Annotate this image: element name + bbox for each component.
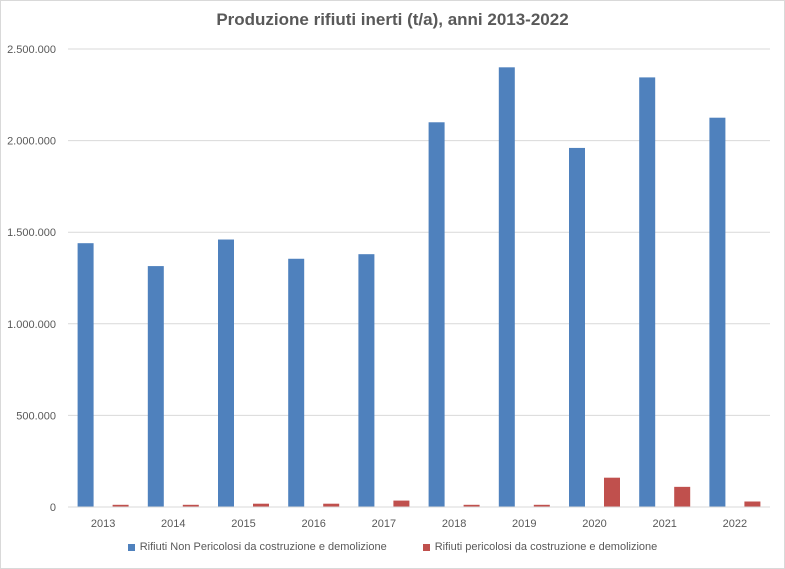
chart-title: Produzione rifiuti inerti (t/a), anni 20… — [216, 10, 569, 29]
legend-label: Rifiuti Non Pericolosi da costruzione e … — [139, 541, 387, 553]
bar-pericolosi-2019 — [533, 504, 550, 507]
bar-non-pericolosi-2013 — [77, 243, 94, 507]
x-tick-label: 2014 — [161, 518, 185, 530]
bar-non-pericolosi-2022 — [709, 117, 726, 507]
y-tick-label: 1.000.000 — [7, 319, 56, 331]
bar-pericolosi-2015 — [253, 503, 269, 507]
x-tick-label: 2015 — [231, 518, 255, 530]
grid-lines — [68, 48, 770, 416]
legend: Rifiuti Non Pericolosi da costruzione e … — [0, 541, 785, 553]
bar-pericolosi-2014 — [182, 504, 199, 507]
y-tick-label: 0 — [50, 502, 56, 514]
bar-non-pericolosi-2020 — [569, 147, 585, 508]
x-tick-label: 2019 — [512, 518, 536, 530]
y-axis-tick-labels: 0 500.000 1.000.000 1.500.000 2.000.000 2.500… — [7, 44, 56, 514]
legend-swatch — [422, 543, 430, 551]
y-tick-label: 2.000.000 — [7, 136, 56, 148]
x-axis-tick-labels: 2013 2014 2015 2016 2017 2018 2019 2020 2021 2022 — [91, 518, 747, 530]
legend-item-non-pericolosi: Rifiuti Non Pericolosi da costruzione e … — [127, 541, 387, 553]
bar-non-pericolosi-2015 — [218, 239, 234, 507]
bar-pericolosi-2017 — [393, 500, 410, 507]
x-tick-label: 2021 — [652, 518, 676, 530]
bar-non-pericolosi-2019 — [498, 67, 515, 507]
bar-pericolosi-2018 — [463, 504, 480, 507]
bar-non-pericolosi-2017 — [358, 254, 375, 507]
bar-pericolosi-2016 — [323, 503, 340, 507]
x-tick-label: 2020 — [582, 518, 606, 530]
x-tick-label: 2018 — [442, 518, 466, 530]
x-tick-label: 2016 — [301, 518, 325, 530]
x-tick-label: 2017 — [372, 518, 396, 530]
y-tick-label: 2.500.000 — [7, 44, 56, 56]
legend-item-pericolosi: Rifiuti pericolosi da costruzione e demo… — [422, 541, 658, 553]
bar-pericolosi-2021 — [674, 486, 691, 507]
legend-swatch — [127, 543, 135, 551]
y-tick-label: 500.000 — [16, 410, 56, 422]
x-tick-label: 2022 — [723, 518, 747, 530]
bar-pericolosi-2020 — [604, 477, 620, 507]
bar-pericolosi-2022 — [744, 501, 761, 507]
legend-label: Rifiuti pericolosi da costruzione e demo… — [434, 541, 658, 553]
x-tick-label: 2013 — [91, 518, 115, 530]
bar-non-pericolosi-2014 — [147, 266, 164, 507]
bar-non-pericolosi-2016 — [288, 258, 305, 507]
bar-pericolosi-2013 — [112, 504, 129, 507]
y-tick-label: 1.500.000 — [7, 227, 56, 239]
bar-non-pericolosi-2021 — [639, 77, 656, 508]
bar-non-pericolosi-2018 — [428, 122, 445, 507]
bars — [77, 67, 761, 508]
